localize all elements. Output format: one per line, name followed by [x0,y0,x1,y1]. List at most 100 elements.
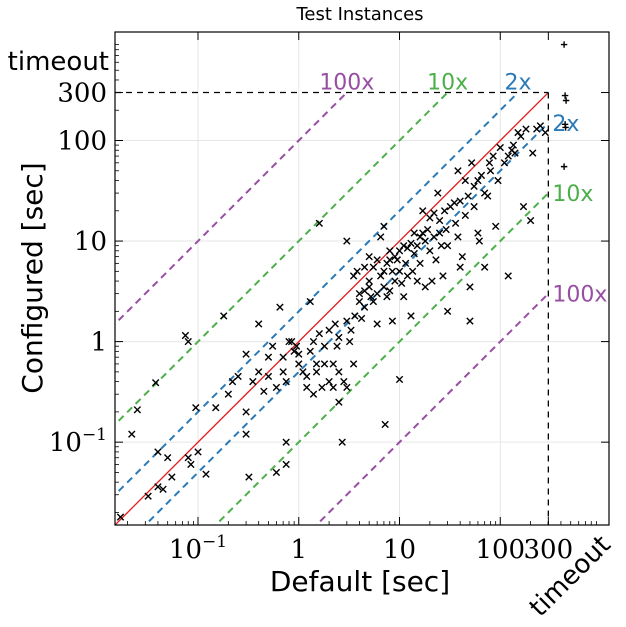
data-point [360,263,369,271]
data-point [434,189,442,197]
data-point [184,454,192,462]
data-point [435,229,444,237]
y-tick-label: 100 [57,127,107,157]
data-point [451,219,460,228]
data-point [249,377,257,386]
data-point [423,225,432,234]
data-point [335,368,343,376]
data-point [432,256,440,264]
plot-frame [114,31,610,526]
data-point [312,360,321,368]
data-point [504,152,512,160]
data-point [456,263,464,271]
data-point [282,377,290,386]
data-point [133,406,142,414]
data-point [373,320,381,328]
data-point [335,333,343,342]
data-point [343,317,351,325]
data-point [395,267,404,276]
data-point [536,122,545,130]
data-point [272,468,281,477]
data-point [399,292,408,301]
data-point [335,398,343,406]
data-point [408,267,417,276]
data-point [290,347,298,356]
data-point [306,297,314,306]
y-tick-label: 10−1 [49,425,107,458]
ref-label-below-100x: 100x [552,283,607,308]
data-point [388,317,397,325]
data-point [279,353,287,361]
data-point [303,372,311,381]
data-point [163,454,172,462]
data-point [192,404,200,412]
ref-label-above-2x: 2x [504,71,531,96]
data-point [159,485,167,493]
data-point [116,513,125,521]
data-point [410,249,418,258]
data-point [450,199,459,207]
data-point [376,233,385,241]
data-point [461,211,470,220]
data-point [437,241,446,250]
data-point [410,229,418,237]
data-point [194,448,202,456]
data-point [365,283,373,291]
data-point [380,222,388,231]
data-point [380,283,388,291]
data-point [318,383,326,392]
data-point [440,207,449,215]
data-point [234,372,242,381]
data-point [184,337,192,346]
x-axis-label: Default [sec] [270,565,450,598]
data-point [355,289,364,298]
y-axis-label: Configured [sec] [16,162,49,393]
x-tick-label: 10−1 [169,532,227,565]
data-point [562,124,569,131]
data-point [386,256,394,264]
data-point [504,272,512,280]
data-point [187,460,195,469]
data-point [454,233,462,241]
data-point [407,312,415,320]
data-point [181,331,190,340]
data-point [353,267,361,276]
data-point [329,360,337,368]
data-point [333,342,341,350]
data-point [383,292,391,301]
y-tick-label: 1 [90,328,107,358]
data-point [343,383,351,392]
y-tick-label: 300 [57,79,107,109]
data-point [254,320,263,328]
data-point [470,182,478,191]
data-point [365,252,373,261]
data-point [355,297,364,306]
data-point [439,272,447,280]
data-point [245,473,253,481]
data-point [519,202,528,211]
data-point [485,159,494,167]
data-point [315,329,324,338]
data-point [386,287,394,295]
data-point [309,337,318,346]
data-point [380,267,388,276]
data-point [282,438,290,446]
data-point [466,283,474,291]
data-point [325,377,333,386]
data-point [351,312,359,320]
data-point [373,256,381,264]
data-point [220,312,228,320]
data-point [168,473,176,481]
data-point [345,337,354,346]
data-point [517,132,525,141]
data-point [560,41,568,48]
ticks-layer [115,32,609,525]
data-point [491,222,500,231]
data-point [285,337,293,346]
data-point [360,303,369,311]
data-point [454,167,462,175]
data-point [430,233,438,241]
data-point [529,149,537,157]
data-point [343,237,351,245]
